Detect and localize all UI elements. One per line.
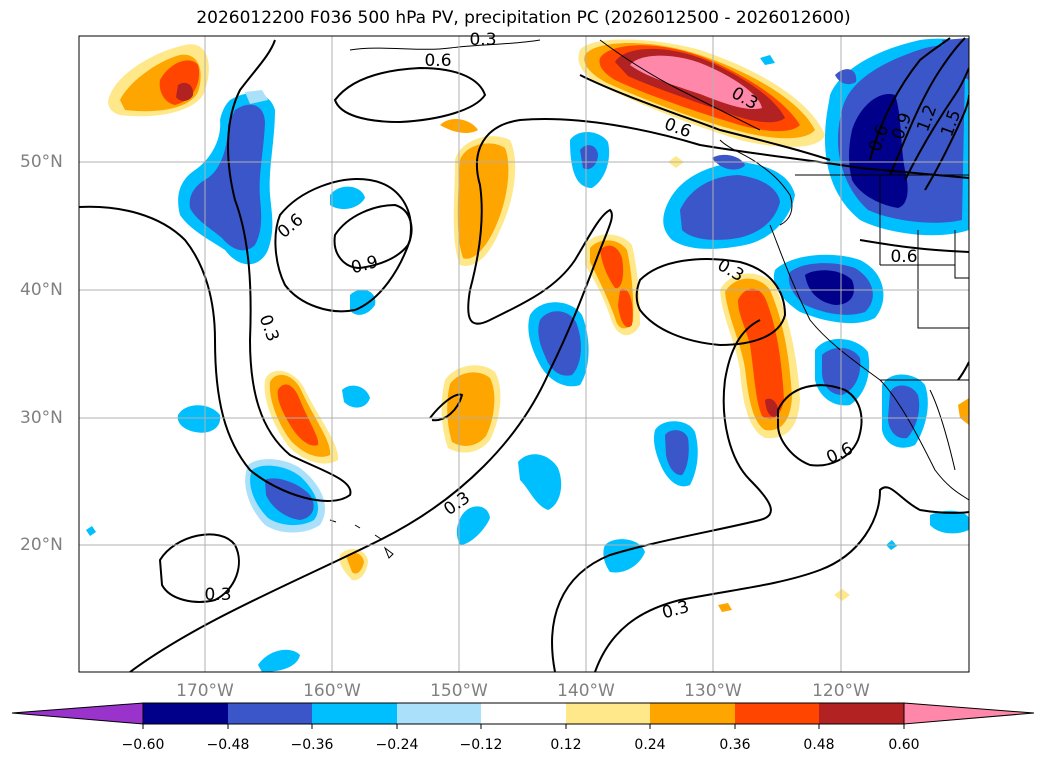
colorbar-frame xyxy=(142,702,905,725)
colorbar-segment xyxy=(735,703,819,724)
pc-positive-blob xyxy=(834,589,850,601)
pc-negative-blob xyxy=(177,405,221,433)
pv-contour xyxy=(129,118,969,672)
lon-label-170w: 170°W xyxy=(176,681,234,701)
gridlines xyxy=(79,36,969,672)
pc-positive-blob xyxy=(718,603,732,612)
pc-positive-blob xyxy=(277,384,319,446)
map-title: 2026012200 F036 500 hPa PV, precipitatio… xyxy=(196,8,851,28)
colorbar-extend-low xyxy=(11,702,144,725)
colorbar-segment xyxy=(143,703,228,724)
pc-positive-blob xyxy=(630,55,762,110)
coastline xyxy=(719,139,793,226)
pv-contour xyxy=(859,239,969,253)
contour-label: 0.6 xyxy=(890,247,917,267)
coastline xyxy=(599,39,761,131)
pv-contour xyxy=(777,384,863,467)
pc-negative-blob xyxy=(189,104,265,251)
hawaii-islands xyxy=(329,519,394,559)
coastlines xyxy=(329,39,969,559)
colorbar-segment xyxy=(819,703,904,724)
pc-positive-blob xyxy=(176,82,194,101)
pc-negative-blob xyxy=(245,90,268,104)
pc-negative-blob xyxy=(330,186,365,210)
pv-contour xyxy=(957,361,969,381)
pc-negative-blob xyxy=(805,270,855,305)
lat-label-20n: 20°N xyxy=(20,535,63,555)
colorbar-label: −0.24 xyxy=(375,737,419,753)
pv-contour xyxy=(158,533,240,603)
lon-label-120w: 120°W xyxy=(812,681,870,701)
lat-label-50n: 50°N xyxy=(20,152,63,172)
colorbar-segment xyxy=(228,703,312,724)
colorbar-label: −0.48 xyxy=(206,737,250,753)
colorbar-label: 0.36 xyxy=(719,737,751,753)
lat-label-40n: 40°N xyxy=(20,280,63,300)
lat-label-30n: 30°N xyxy=(20,408,63,428)
colorbar-segment xyxy=(481,703,566,724)
colorbar-label: −0.12 xyxy=(459,737,503,753)
pc-positive-blob xyxy=(600,245,624,289)
pc-negative-blob xyxy=(342,385,370,408)
pv-contours xyxy=(79,37,969,672)
pc-positive-blob xyxy=(618,289,633,328)
colorbar-label: −0.36 xyxy=(290,737,334,753)
pc-positive-blob xyxy=(346,552,364,574)
contour-label: 0.3 xyxy=(469,30,496,50)
pc-positive-blob xyxy=(738,288,784,419)
coastline xyxy=(929,389,956,471)
pc-negative-blob xyxy=(665,430,689,476)
pv-contour xyxy=(889,37,966,176)
pc-negative-blob xyxy=(265,478,314,520)
pv-contour xyxy=(333,66,487,124)
lon-label-160w: 160°W xyxy=(303,681,361,701)
precipitation-shading xyxy=(86,38,969,672)
colorbar-segment xyxy=(397,703,481,724)
pv-contour xyxy=(551,319,772,672)
pv-contour xyxy=(579,74,831,161)
pc-positive-blob xyxy=(765,398,779,417)
contour-label: 0.6 xyxy=(424,51,451,71)
colorbar-label: 0.48 xyxy=(803,737,835,753)
pc-positive-blob xyxy=(457,143,509,259)
colorbar-segment xyxy=(650,703,735,724)
lon-label-130w: 130°W xyxy=(684,681,742,701)
coastline xyxy=(349,39,541,51)
colorbar-segment xyxy=(312,703,397,724)
pc-negative-blob xyxy=(942,38,969,80)
pv-contour xyxy=(635,258,787,347)
pv-contour xyxy=(274,178,412,313)
pc-negative-blob xyxy=(760,55,775,65)
colorbar xyxy=(11,702,1035,729)
colorbar-segment xyxy=(566,703,650,724)
pc-negative-blob xyxy=(518,454,562,510)
pc-negative-blob xyxy=(456,506,490,545)
pv-contour xyxy=(79,39,352,502)
pv-contour xyxy=(333,203,413,270)
pv-contour xyxy=(904,67,969,181)
pc-negative-blob xyxy=(580,145,598,170)
colorbar-label: 0.24 xyxy=(634,737,666,753)
pc-negative-blob xyxy=(930,510,969,534)
pc-negative-blob xyxy=(835,69,857,85)
colorbar-label: 0.12 xyxy=(550,737,582,753)
colorbar-extend-high xyxy=(903,702,1035,725)
state-border xyxy=(795,174,969,381)
pc-negative-blob xyxy=(680,175,780,240)
lon-label-140w: 140°W xyxy=(557,681,615,701)
pv-contour xyxy=(869,37,951,161)
colorbar-label: −0.60 xyxy=(121,737,165,753)
pv-contour xyxy=(594,486,969,672)
colorbar-label: 0.60 xyxy=(888,737,920,753)
contour-label: 0.3 xyxy=(204,585,231,605)
lon-label-150w: 150°W xyxy=(430,681,488,701)
pv-contour xyxy=(924,94,969,191)
map-frame xyxy=(78,35,970,673)
pc-negative-blob xyxy=(258,649,300,672)
coastline xyxy=(769,224,969,501)
pc-negative-blob xyxy=(86,526,96,536)
pc-negative-blob xyxy=(849,94,908,208)
